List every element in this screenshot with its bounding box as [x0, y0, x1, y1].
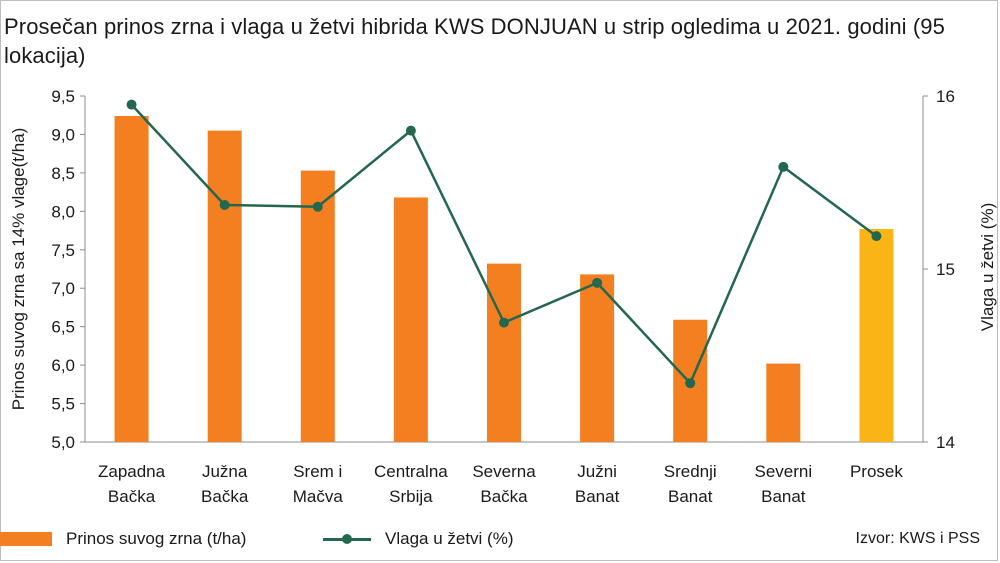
- category-label: Mačva: [293, 487, 344, 506]
- right-tick-label: 16: [936, 87, 955, 106]
- legend-line: Vlaga u žetvi (%): [323, 528, 514, 550]
- left-tick-label: 6,5: [51, 318, 75, 337]
- legend-bar: Prinos suvog zrna (t/ha): [0, 528, 246, 550]
- line-series: [126, 99, 882, 389]
- category-label: Bačka: [480, 487, 528, 506]
- category-label: Bačka: [201, 487, 249, 506]
- line-point: [126, 99, 137, 110]
- bar: [859, 229, 894, 442]
- category-label: Bačka: [108, 487, 156, 506]
- right-axis: 14 15 16: [922, 87, 955, 452]
- category-label: Prosek: [850, 462, 903, 481]
- bar-series: [114, 115, 894, 443]
- line-point: [219, 199, 230, 210]
- line-legend-swatch: [323, 532, 371, 546]
- bar: [393, 197, 428, 442]
- category-label: Banat: [668, 487, 713, 506]
- line-point: [778, 161, 789, 172]
- left-tick-label: 8,0: [51, 202, 75, 221]
- category-label: Centralna: [374, 462, 448, 481]
- y2-axis-title: Vlaga u žetvi (%): [978, 203, 997, 332]
- bar: [580, 274, 615, 442]
- category-label: Zapadna: [98, 462, 166, 481]
- category-labels: Zapadna Bačka Južna Bačka Srem i Mačva Central…: [98, 462, 903, 506]
- right-tick-label: 15: [936, 260, 955, 279]
- left-tick-label: 5,5: [51, 395, 75, 414]
- category-label: Severna: [472, 462, 536, 481]
- category-label: Južna: [202, 462, 248, 481]
- bar: [114, 115, 149, 442]
- y-axis-title: Prinos suvog zrna sa 14% vlage(t/ha): [9, 128, 28, 411]
- right-tick-label: 14: [936, 433, 955, 452]
- category-label: Banat: [575, 487, 620, 506]
- left-tick-label: 5,0: [51, 433, 75, 452]
- chart-title: Prosečan prinos zrna i vlaga u žetvi hib…: [4, 14, 945, 68]
- source-note: Izvor: KWS i PSS: [855, 530, 980, 547]
- line-point: [405, 125, 416, 136]
- category-label: Srem i: [293, 462, 342, 481]
- category-label: Srednji: [664, 462, 717, 481]
- bar: [207, 130, 242, 442]
- left-tick-label: 9,0: [51, 125, 75, 144]
- category-label: Srbija: [389, 487, 433, 506]
- left-tick-label: 8,5: [51, 164, 75, 183]
- bar: [487, 263, 521, 442]
- category-label: Banat: [761, 487, 806, 506]
- line-point: [871, 231, 882, 242]
- category-label: Južni: [577, 462, 617, 481]
- bar: [766, 363, 801, 442]
- line-point: [312, 201, 323, 212]
- left-tick-label: 9,5: [51, 87, 75, 106]
- line-point: [685, 378, 696, 389]
- bar: [300, 170, 335, 443]
- left-tick-label: 7,5: [51, 241, 75, 260]
- line-point: [499, 317, 509, 328]
- line-legend-label: Vlaga u žetvi (%): [385, 529, 514, 548]
- category-label: Severni: [755, 462, 813, 481]
- left-tick-label: 7,0: [51, 279, 75, 298]
- bar-legend-swatch: [0, 532, 52, 546]
- left-tick-label: 6,0: [51, 356, 75, 375]
- bar-legend-label: Prinos suvog zrna (t/ha): [66, 529, 247, 548]
- line-point: [592, 277, 603, 288]
